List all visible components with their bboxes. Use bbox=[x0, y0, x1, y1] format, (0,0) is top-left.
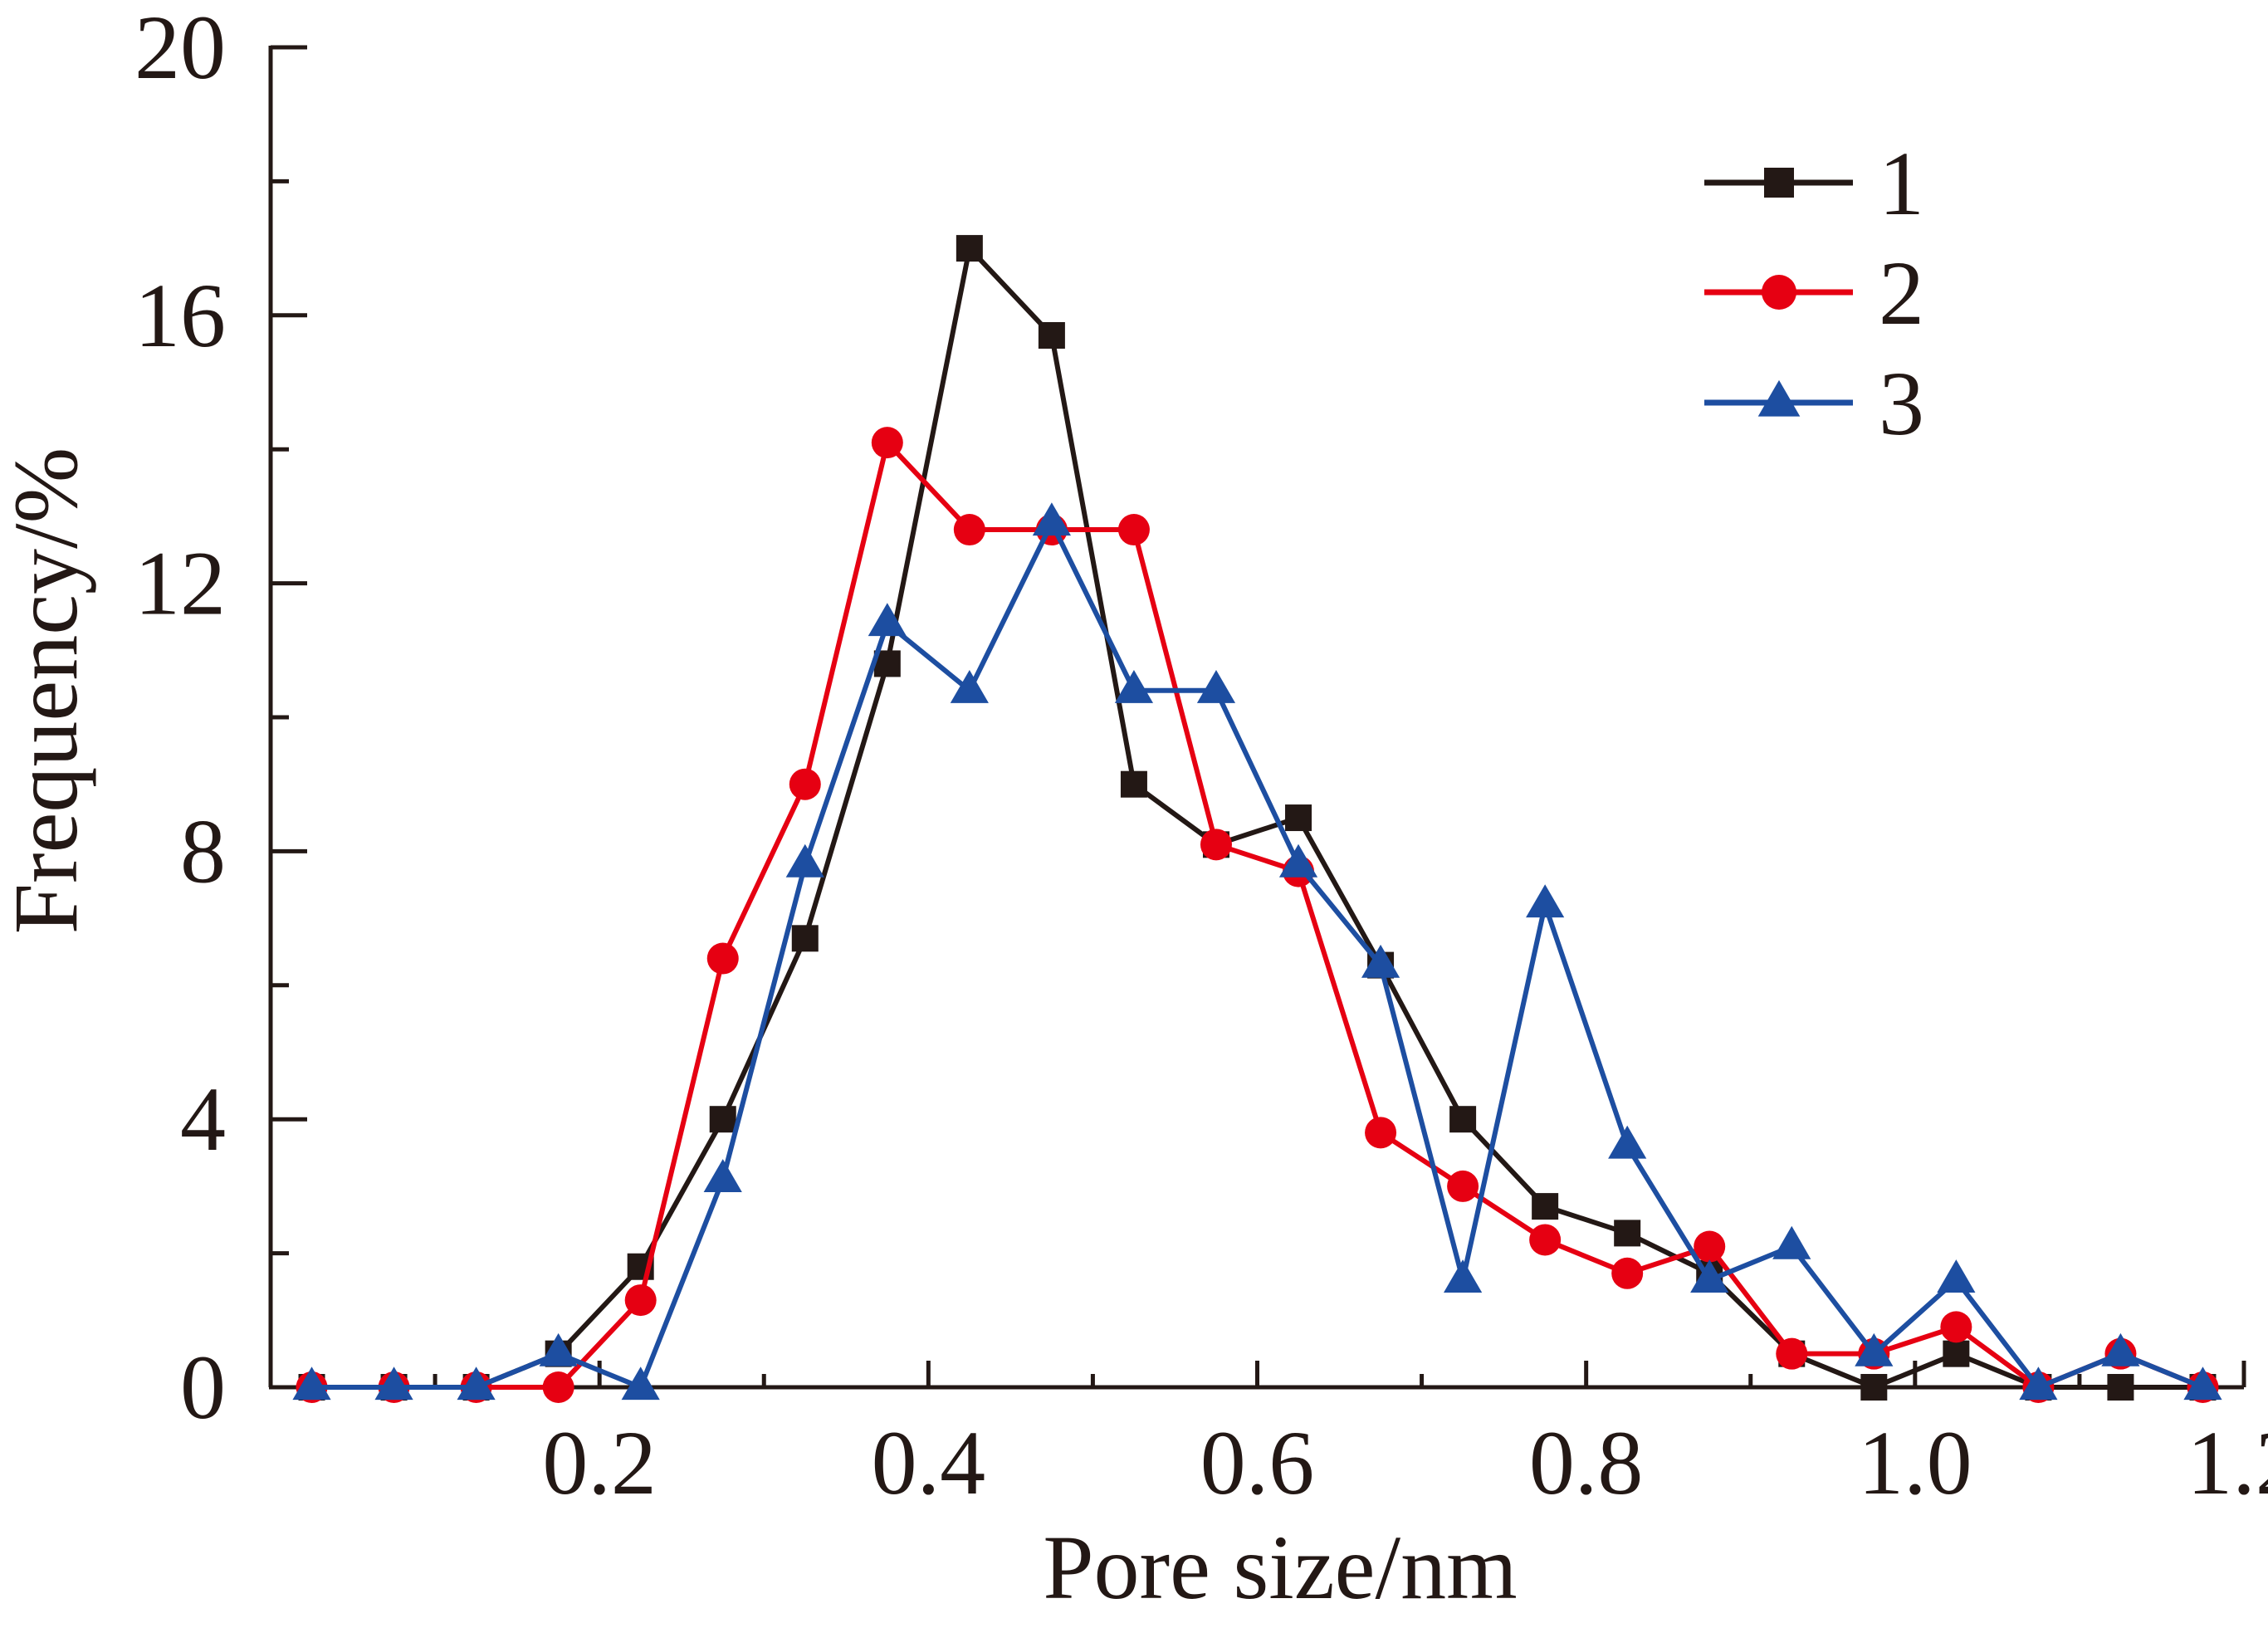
axes: 0 4 8 12 16 20 0.2 0.4 0.6 0.8 1.0 1.2 bbox=[134, 0, 2268, 1513]
data-point-3 bbox=[292, 1366, 331, 1401]
data-point-3 bbox=[1855, 1332, 1894, 1366]
data-point-1 bbox=[956, 235, 983, 262]
data-point-3 bbox=[1361, 944, 1400, 978]
data-point-1 bbox=[2107, 1374, 2134, 1401]
legend: 123 bbox=[1704, 133, 1924, 454]
series-line-3 bbox=[311, 517, 2204, 1391]
x-tick-label: 0.8 bbox=[1529, 1412, 1644, 1513]
data-point-3 bbox=[457, 1366, 496, 1401]
x-tick-label: 1.2 bbox=[2187, 1412, 2268, 1513]
x-tick-label: 1.0 bbox=[1858, 1412, 1972, 1513]
data-point-3 bbox=[374, 1366, 413, 1401]
data-point-3 bbox=[1444, 1259, 1483, 1293]
data-point-2 bbox=[1940, 1311, 1972, 1343]
data-point-2 bbox=[871, 427, 903, 459]
x-axis-title: Pore size/nm bbox=[1043, 1517, 1517, 1618]
data-point-1 bbox=[1120, 770, 1147, 798]
data-point-2 bbox=[1200, 829, 1232, 861]
series-1 bbox=[298, 235, 2217, 1401]
data-point-3 bbox=[1690, 1259, 1729, 1293]
data-point-3 bbox=[1608, 1125, 1647, 1159]
data-point-2 bbox=[624, 1284, 657, 1317]
data-point-3 bbox=[1278, 843, 1318, 878]
y-tick-label: 12 bbox=[134, 533, 226, 634]
series-line-2 bbox=[311, 438, 2204, 1391]
x-tick-label: 0.2 bbox=[542, 1412, 657, 1513]
data-point-3 bbox=[2183, 1366, 2222, 1401]
data-point-2 bbox=[706, 942, 739, 975]
data-point-3 bbox=[785, 843, 824, 878]
y-tick-label: 16 bbox=[134, 265, 226, 366]
legend-label-2: 2 bbox=[1879, 242, 1924, 344]
legend-label-3: 3 bbox=[1879, 353, 1924, 454]
series-layer bbox=[292, 235, 2222, 1403]
data-point-3 bbox=[1196, 669, 1236, 703]
data-point-3 bbox=[1032, 502, 1071, 536]
data-point-3 bbox=[2019, 1366, 2058, 1401]
data-point-2 bbox=[789, 768, 821, 800]
data-point-1 bbox=[1943, 1340, 1970, 1367]
data-point-3 bbox=[2101, 1332, 2140, 1366]
data-point-2 bbox=[1447, 1170, 1479, 1202]
data-point-1 bbox=[709, 1106, 736, 1133]
series-line-1 bbox=[311, 242, 2203, 1391]
data-point-3 bbox=[1937, 1259, 1976, 1293]
y-tick-label: 4 bbox=[180, 1068, 226, 1170]
data-point-2 bbox=[1117, 514, 1150, 546]
data-point-1 bbox=[1614, 1220, 1641, 1247]
data-point-2 bbox=[1529, 1224, 1562, 1256]
data-point-1 bbox=[1860, 1374, 1888, 1401]
series-3 bbox=[292, 502, 2222, 1401]
y-tick-label: 20 bbox=[134, 0, 226, 98]
data-point-1 bbox=[1449, 1106, 1477, 1133]
data-point-1 bbox=[791, 925, 819, 952]
data-point-1 bbox=[1038, 322, 1065, 350]
legend-marker-3 bbox=[1757, 379, 1801, 417]
data-point-1 bbox=[1532, 1193, 1559, 1220]
data-point-2 bbox=[1365, 1117, 1397, 1149]
legend-label-1: 1 bbox=[1879, 133, 1924, 234]
data-point-2 bbox=[1611, 1257, 1644, 1289]
data-point-3 bbox=[1772, 1225, 1811, 1259]
data-point-2 bbox=[953, 514, 985, 546]
data-point-3 bbox=[621, 1366, 660, 1401]
data-point-3 bbox=[703, 1159, 742, 1192]
x-tick-label: 0.6 bbox=[1200, 1412, 1315, 1513]
legend-marker-1 bbox=[1764, 168, 1794, 198]
data-point-3 bbox=[950, 669, 989, 703]
x-tick-label: 0.4 bbox=[872, 1412, 986, 1513]
data-point-3 bbox=[868, 603, 907, 637]
legend-marker-2 bbox=[1762, 275, 1796, 310]
data-point-3 bbox=[1114, 669, 1154, 703]
data-point-1 bbox=[1285, 804, 1312, 832]
data-point-2 bbox=[1776, 1337, 1808, 1370]
y-tick-label: 8 bbox=[180, 800, 226, 902]
data-point-2 bbox=[542, 1371, 574, 1403]
y-axis-title: Frequency/% bbox=[0, 447, 96, 934]
data-point-3 bbox=[539, 1332, 578, 1366]
y-tick-label: 0 bbox=[180, 1337, 226, 1438]
data-point-3 bbox=[1526, 884, 1565, 918]
data-point-2 bbox=[1694, 1230, 1726, 1263]
series-2 bbox=[296, 427, 2219, 1403]
